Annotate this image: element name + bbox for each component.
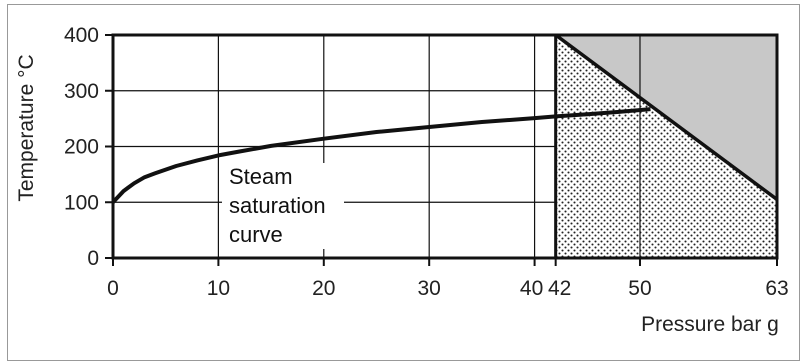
x-tick-label: 40: [520, 277, 543, 300]
figure-border: [7, 4, 800, 361]
x-tick-label: 20: [312, 277, 335, 300]
x-tick-label: 30: [418, 277, 441, 300]
x-tick-label: 63: [765, 277, 788, 300]
y-tick-label: 0: [87, 247, 99, 270]
x-tick-label: 0: [107, 277, 119, 300]
annotation-line: curve: [229, 222, 283, 247]
y-tick-label: 300: [64, 80, 99, 103]
annotation-line: Steam: [229, 164, 293, 189]
y-tick-label: 100: [64, 191, 99, 214]
stippled-region: [555, 35, 777, 258]
saturation-curve-line: [113, 107, 651, 204]
annotation-line: saturation: [229, 193, 326, 218]
x-axis-title: Pressure bar g: [641, 313, 779, 336]
y-tick-label: 200: [64, 136, 99, 159]
y-tick-label: 400: [64, 24, 99, 47]
x-tick-label: 50: [628, 277, 651, 300]
y-axis-title: Temperature °C: [15, 54, 38, 201]
x-tick-label: 10: [207, 277, 230, 300]
annotation-background: [222, 163, 344, 249]
x-tick-label: 42: [548, 277, 571, 300]
boundary-line: [554, 35, 777, 201]
